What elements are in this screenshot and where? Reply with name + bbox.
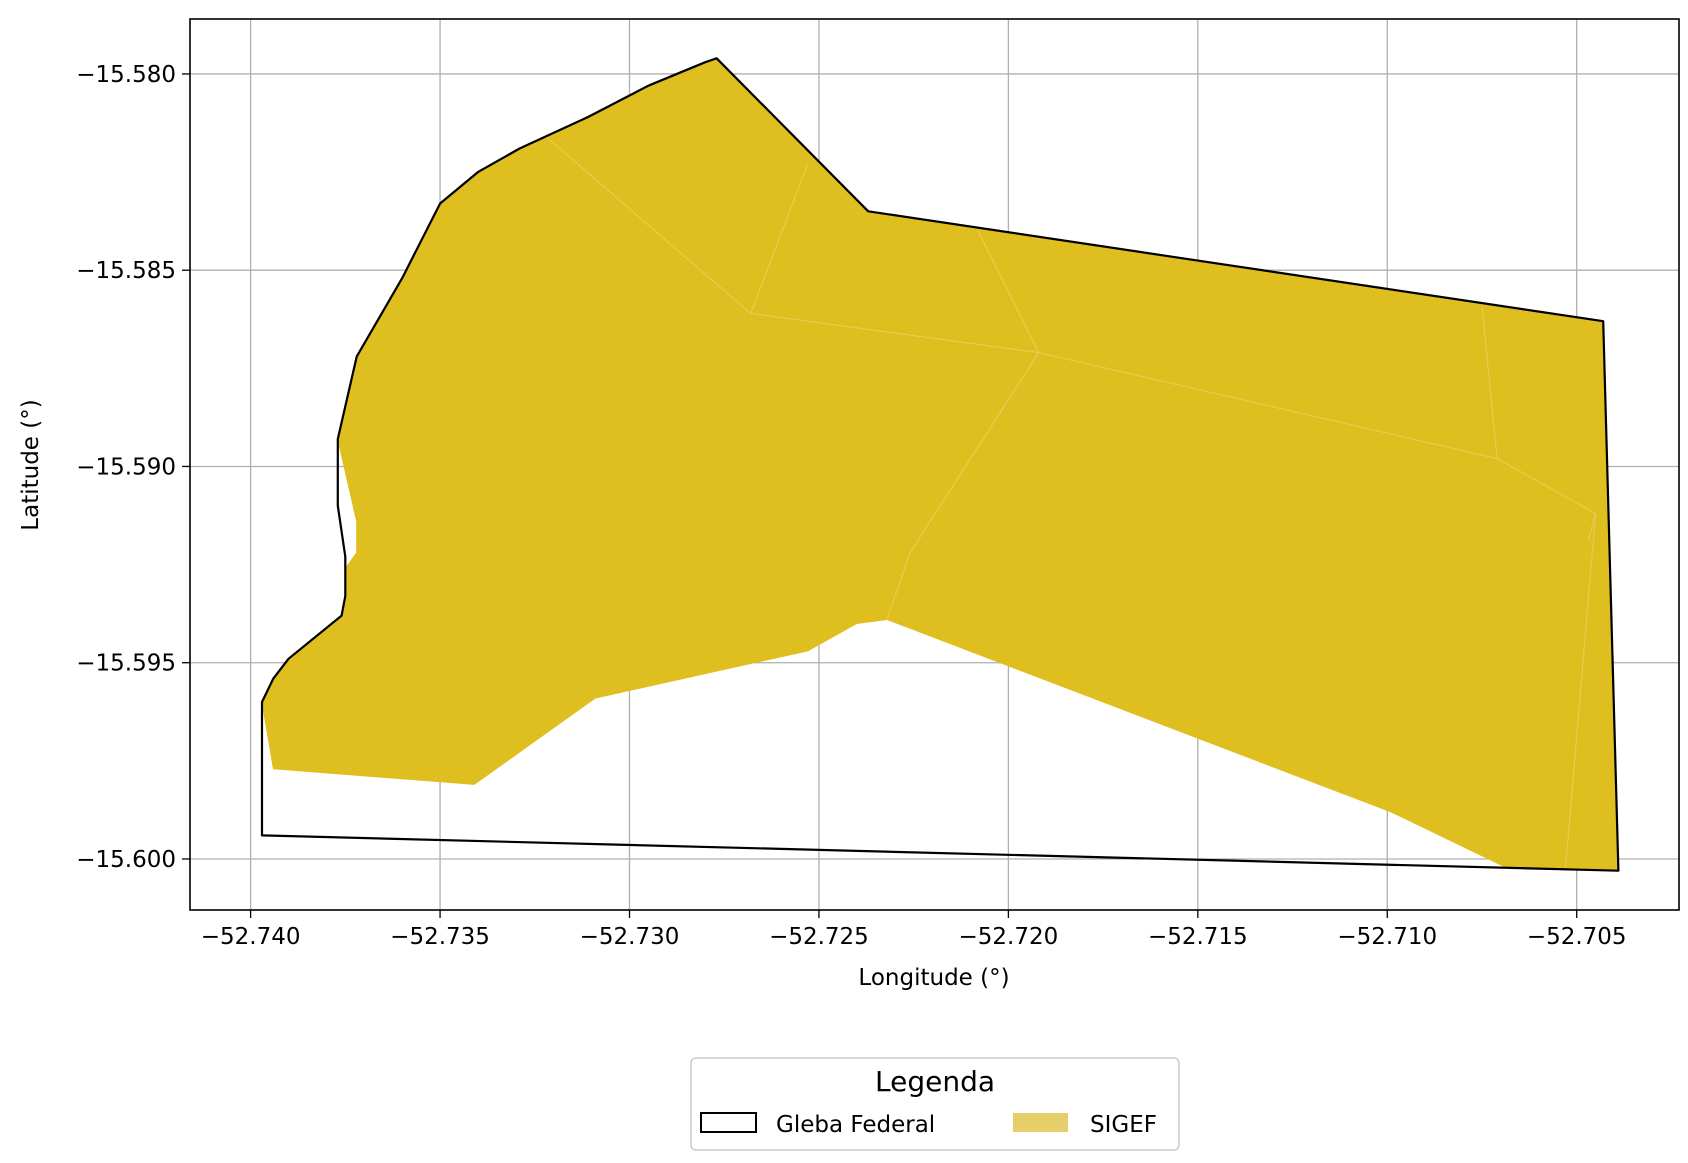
sigef-parcel-boundary bbox=[750, 163, 809, 314]
sigef-parcel-boundary bbox=[545, 136, 1597, 542]
x-tick-label: −52.740 bbox=[201, 924, 301, 950]
sigef-parcel-boundary bbox=[1564, 513, 1597, 871]
gleba-federal-outline bbox=[260, 57, 1620, 872]
map-layers bbox=[260, 57, 1620, 872]
sigef-polygon bbox=[261, 57, 1619, 872]
y-tick-label: −15.585 bbox=[76, 258, 176, 284]
x-tick-label: −52.735 bbox=[390, 924, 490, 950]
plot-frame bbox=[189, 18, 1680, 911]
x-tick-label: −52.705 bbox=[1527, 924, 1627, 950]
x-axis-label: Longitude (°) bbox=[858, 965, 1009, 991]
y-tick-label: −15.590 bbox=[76, 454, 176, 480]
legend-swatch-sigef bbox=[1013, 1113, 1068, 1132]
legend-label-sigef: SIGEF bbox=[1090, 1112, 1157, 1138]
x-tick-label: −52.710 bbox=[1337, 924, 1437, 950]
y-tick-label: −15.600 bbox=[76, 847, 176, 873]
sigef-parcel-boundary bbox=[1481, 305, 1498, 459]
y-tick-label: −15.595 bbox=[76, 651, 176, 677]
y-tick-label: −15.580 bbox=[76, 62, 176, 88]
x-tick-label: −52.730 bbox=[580, 924, 680, 950]
legend: Legenda Gleba Federal SIGEF bbox=[690, 1057, 1180, 1151]
x-tick-label: −52.720 bbox=[959, 924, 1059, 950]
x-tick-label: −52.715 bbox=[1148, 924, 1248, 950]
legend-swatch-gleba-federal bbox=[700, 1112, 757, 1133]
axis-ticks: −52.740 −52.735 −52.730 −52.725 −52.720 −52.7… bbox=[76, 62, 1626, 950]
legend-label-gleba-federal: Gleba Federal bbox=[776, 1112, 935, 1138]
y-axis-label: Latitude (°) bbox=[18, 399, 44, 530]
legend-title: Legenda bbox=[875, 1065, 995, 1098]
sigef-parcel-boundary bbox=[886, 230, 1040, 620]
x-tick-label: −52.725 bbox=[769, 924, 869, 950]
